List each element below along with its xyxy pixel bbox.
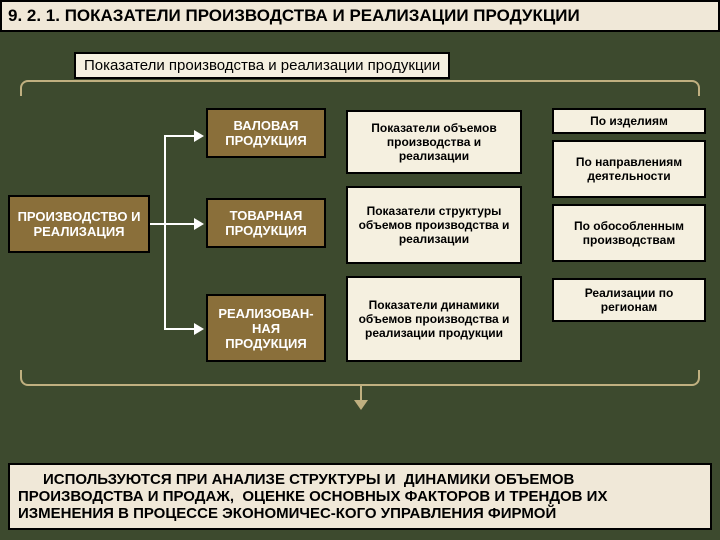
col4-b: По направлениям деятельности xyxy=(552,140,706,198)
arrow-v xyxy=(164,135,166,330)
col4-c-text: По обособленным производствам xyxy=(560,219,698,247)
col2-a: ВАЛОВАЯ ПРОДУКЦИЯ xyxy=(206,108,326,158)
header-title: 9. 2. 1. ПОКАЗАТЕЛИ ПРОИЗВОДСТВА И РЕАЛИ… xyxy=(8,6,712,26)
col4-a: По изделиям xyxy=(552,108,706,134)
arrow-h-a xyxy=(164,135,196,137)
col3-b-text: Показатели структуры объемов производств… xyxy=(354,204,514,246)
col4-d-text: Реализации по регионам xyxy=(560,286,698,314)
header: 9. 2. 1. ПОКАЗАТЕЛИ ПРОИЗВОДСТВА И РЕАЛИ… xyxy=(0,0,720,32)
arrow-h-c xyxy=(164,328,196,330)
col2-b: ТОВАРНАЯ ПРОДУКЦИЯ xyxy=(206,198,326,248)
col3-b: Показатели структуры объемов производств… xyxy=(346,186,522,264)
col3-c-text: Показатели динамики объемов производства… xyxy=(354,298,514,340)
col4-c: По обособленным производствам xyxy=(552,204,706,262)
bottom-bracket xyxy=(20,370,700,386)
arrow-head-a xyxy=(194,130,204,142)
col3-a-text: Показатели объемов производства и реализ… xyxy=(354,121,514,163)
arrow-down-head xyxy=(354,400,368,410)
col1-text: ПРОИЗВОДСТВО И РЕАЛИЗАЦИЯ xyxy=(16,209,142,239)
subtitle-text: Показатели производства и реализации про… xyxy=(84,57,440,74)
arrow-head-b xyxy=(194,218,204,230)
col4-a-text: По изделиям xyxy=(590,114,668,128)
col4-d: Реализации по регионам xyxy=(552,278,706,322)
col2-c-text: РЕАЛИЗОВАН-НАЯ ПРОДУКЦИЯ xyxy=(214,306,318,351)
subtitle-box: Показатели производства и реализации про… xyxy=(74,52,450,79)
arrow-head-c xyxy=(194,323,204,335)
col3-c: Показатели динамики объемов производства… xyxy=(346,276,522,362)
col4-b-text: По направлениям деятельности xyxy=(560,155,698,183)
footer: ИСПОЛЬЗУЮТСЯ ПРИ АНАЛИЗЕ СТРУКТУРЫ И ДИН… xyxy=(8,463,712,530)
arrow-h-b xyxy=(164,223,196,225)
top-bracket xyxy=(20,80,700,96)
col3-a: Показатели объемов производства и реализ… xyxy=(346,110,522,174)
col2-a-text: ВАЛОВАЯ ПРОДУКЦИЯ xyxy=(214,118,318,148)
col1-main: ПРОИЗВОДСТВО И РЕАЛИЗАЦИЯ xyxy=(8,195,150,253)
col2-c: РЕАЛИЗОВАН-НАЯ ПРОДУКЦИЯ xyxy=(206,294,326,362)
col2-b-text: ТОВАРНАЯ ПРОДУКЦИЯ xyxy=(214,208,318,238)
footer-text: ИСПОЛЬЗУЮТСЯ ПРИ АНАЛИЗЕ СТРУКТУРЫ И ДИН… xyxy=(18,471,612,522)
